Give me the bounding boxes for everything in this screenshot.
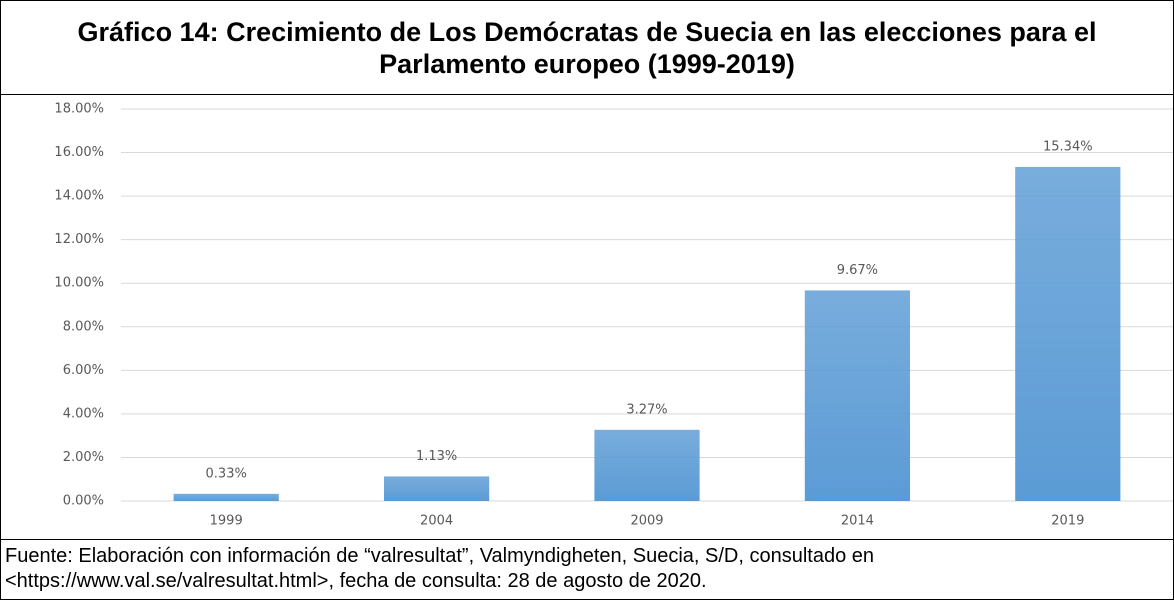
bar xyxy=(594,429,700,501)
y-tick-label: 4.00% xyxy=(63,406,104,421)
x-tick-label: 2019 xyxy=(1051,514,1084,529)
chart-title: Gráfico 14: Crecimiento de Los Demócrata… xyxy=(1,1,1173,95)
source-line: Fuente: Elaboración con información de “… xyxy=(5,545,875,567)
source-line: <https://www.val.se/valresultat.html>, f… xyxy=(5,570,707,592)
data-label: 3.27% xyxy=(626,402,667,417)
data-label: 1.13% xyxy=(416,449,457,464)
x-tick-label: 2009 xyxy=(630,514,663,529)
y-tick-label: 12.00% xyxy=(54,232,104,247)
data-label: 0.33% xyxy=(206,466,247,481)
data-label: 9.67% xyxy=(837,263,878,278)
x-tick-label: 2014 xyxy=(841,514,874,529)
y-tick-label: 2.00% xyxy=(63,450,104,465)
bar xyxy=(173,493,279,501)
y-tick-label: 14.00% xyxy=(54,189,104,204)
y-tick-label: 8.00% xyxy=(63,319,104,334)
y-tick-label: 0.00% xyxy=(63,494,104,509)
chart: 0.00% 2.00% 4.00% 6.00% 8.00% 10.00% 12.00% 14.… xyxy=(54,102,1173,529)
y-tick-label: 16.00% xyxy=(54,145,104,160)
x-tick-label: 2004 xyxy=(420,514,453,529)
bar xyxy=(804,290,910,501)
y-tick-label: 18.00% xyxy=(54,102,104,117)
y-tick-label: 10.00% xyxy=(54,276,104,291)
data-label: 15.34% xyxy=(1043,139,1093,154)
x-tick-label: 1999 xyxy=(210,514,243,529)
y-tick-label: 6.00% xyxy=(63,363,104,378)
source-note: Fuente: Elaboración con información de “… xyxy=(1,539,1173,599)
bar xyxy=(1015,166,1121,501)
bar xyxy=(384,476,490,501)
